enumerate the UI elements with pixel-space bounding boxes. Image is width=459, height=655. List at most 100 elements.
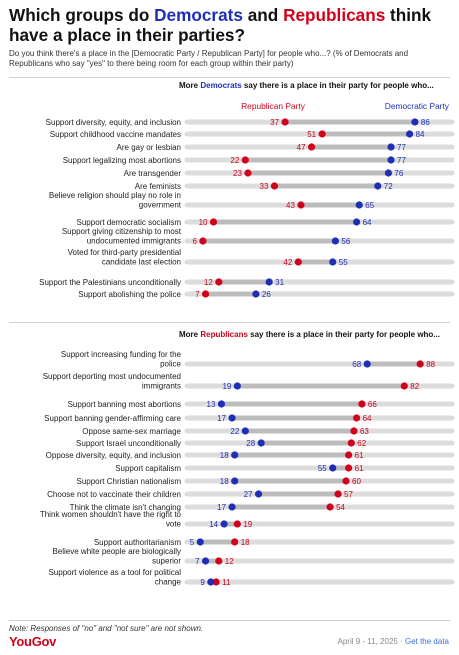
democrat-value-label: 5 [190,538,195,547]
republican-value-label: 54 [336,503,345,512]
row-label: Believe religion should play no role in g… [49,191,182,210]
democrat-dot [329,258,337,266]
panel2-title: More Republicans say there is a place in… [179,330,451,340]
row-label-line: undocumented immigrants [87,237,181,246]
republican-value-label: 18 [241,538,250,547]
republican-dot [241,156,249,164]
democrat-value-label: 14 [209,520,218,529]
republican-value-label: 12 [225,557,234,566]
democrat-dot [355,201,363,209]
row-label-line: vote [166,520,182,529]
panel2-title-part: More [179,330,201,339]
republican-dot [212,578,220,586]
republican-value-label: 22 [230,156,239,165]
republican-value-label: 51 [307,130,316,139]
democrat-dot [374,182,382,190]
democrat-value-label: 9 [200,578,205,587]
republican-value-label: 12 [204,278,213,287]
chart-row: Support deporting most undocumented immig… [43,372,455,391]
chart-row: Support legalizing most abortions 22 77 [63,156,455,165]
democrat-dot [353,218,361,226]
democrat-value-label: 17 [217,414,226,423]
democrat-dot [217,400,226,408]
chart-row: Oppose diversity, equity, and inclusion 6… [46,451,455,460]
row-label: Voted for third-party presidential candid… [68,248,182,267]
row-label-line: superior [152,557,181,566]
republican-dot [342,477,350,485]
row-label-line: Believe white people are biologically [52,547,181,556]
republican-dot [416,360,424,368]
democrat-value-label: 84 [416,130,425,139]
row-label-line: immigrants [142,382,181,391]
democrat-dot [387,143,395,151]
chart-row: Choose not to vaccinate their children 57… [47,490,455,499]
top-divider [9,77,450,78]
panel2-title-party: Republicans [200,330,248,339]
democrat-value-label: 13 [207,400,216,409]
republican-dot [233,520,241,528]
row-label-line: Support deporting most undocumented [43,372,181,381]
democrat-value-label: 27 [244,490,253,499]
democrat-dot [329,464,337,472]
chart-row: Support capitalism 61 55 [115,464,455,473]
footer-note: Note: Responses of "no" and "not sure" a… [9,624,204,633]
chart-row: Support diversity, equity, and inclusion… [46,118,455,127]
democrat-value-label: 72 [384,182,393,191]
republican-value-label: 37 [270,118,279,127]
get-the-data-link[interactable]: Get the data [404,637,449,646]
chart-row: Oppose same-sex marriage 63 22 [82,427,455,436]
row-label-line: government [139,201,182,210]
title-part: Which groups do [9,5,155,25]
republican-value-label: 6 [192,237,197,246]
row-label: Choose not to vaccinate their children [47,490,181,499]
row-label-line: Support giving citizenship to most [62,227,182,236]
chart-row: Think women shouldn't have the right to v… [40,510,455,529]
middle-divider [9,322,450,323]
chart-row: Support authoritarianism 18 5 [94,538,455,547]
chart-row: Support increasing funding for the police… [61,350,455,369]
republican-value-label: 63 [360,427,369,436]
democrat-dot [406,130,414,138]
republican-dot [400,382,408,390]
chart-row: Support Christian nationalism 60 18 [77,477,455,486]
row-label-line: Believe religion should play no role in [49,191,181,200]
democrat-value-label: 55 [339,258,348,267]
democrat-value-label: 18 [220,451,229,460]
row-label: Support increasing funding for the police [61,350,182,369]
democrat-value-label: 76 [394,169,403,178]
republican-value-label: 23 [233,169,242,178]
row-label: Believe white people are biologically sup… [52,547,181,566]
panel1-title-party: Democrats [200,81,242,90]
republican-dot [358,400,366,408]
row-label: Support diversity, equity, and inclusion [46,118,181,127]
democrat-dot [384,169,392,177]
chart-row: Support violence as a tool for political… [48,568,455,587]
title-part: and [242,5,284,25]
democrat-dot [231,451,239,459]
republican-value-label: 88 [426,360,435,369]
date-range: April 9 - 11, 2025 · [337,637,405,646]
democrat-dot [241,427,249,435]
chart-row: Support banning gender-affirming care 64 1… [44,414,455,423]
panel2-title-part: say there is a place in their party for … [247,330,440,339]
democrat-dot [220,520,228,528]
row-label: Oppose same-sex marriage [82,427,181,436]
democrat-dot [196,538,204,546]
row-label: Are feminists [135,182,181,191]
row-label: Support violence as a tool for political… [48,568,181,587]
chart-row: Support banning most abortions 66 13 [68,400,455,409]
title-democrats: Democrats [154,5,243,25]
democrat-dot [387,156,395,164]
row-label: Support Israel unconditionally [76,439,181,448]
row-label: Oppose diversity, equity, and inclusion [46,451,181,460]
row-label: Support authoritarianism [94,538,181,547]
republican-value-label: 7 [195,290,200,299]
democrat-value-label: 18 [220,477,229,486]
chart-row: Believe white people are biologically sup… [52,547,455,566]
chart-row: Voted for third-party presidential candid… [68,248,455,267]
republican-dot [353,414,361,422]
democrat-value-label: 65 [365,201,374,210]
chart-row: Support giving citizenship to most undocu… [62,227,455,246]
democrat-value-label: 31 [275,278,284,287]
